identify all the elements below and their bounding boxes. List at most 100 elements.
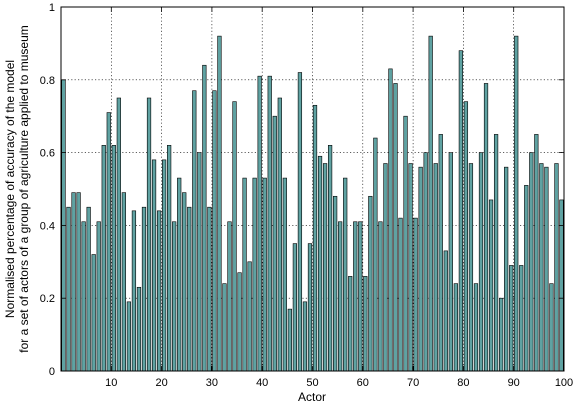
bar	[167, 145, 172, 372]
bar	[257, 75, 262, 372]
bar	[141, 206, 147, 372]
bar	[247, 261, 252, 372]
bar	[227, 221, 232, 372]
bar	[287, 308, 292, 372]
bar	[539, 163, 544, 372]
bar	[428, 35, 433, 372]
bar	[302, 301, 308, 372]
bar	[453, 283, 458, 372]
bar	[162, 159, 167, 372]
bar	[348, 276, 353, 372]
bar	[237, 272, 242, 372]
bar	[116, 97, 121, 372]
bar	[549, 283, 554, 372]
x-tick-label: 90	[508, 377, 520, 389]
bar	[463, 101, 469, 372]
x-tick-label: 10	[105, 377, 117, 389]
bar	[146, 97, 152, 372]
bar	[327, 145, 333, 372]
bar	[282, 177, 287, 372]
bar	[519, 265, 524, 372]
bar	[458, 50, 463, 372]
bar	[388, 68, 393, 372]
bar	[71, 192, 76, 372]
bar	[378, 221, 383, 372]
bar	[343, 177, 348, 372]
bar	[524, 185, 529, 372]
bar	[509, 265, 514, 372]
bar	[338, 221, 343, 372]
bar	[473, 283, 479, 372]
bar	[172, 221, 177, 372]
bar	[368, 195, 373, 372]
bar	[111, 145, 116, 372]
bar	[312, 104, 318, 372]
y-tick-label: 0.2	[40, 293, 55, 305]
bar	[493, 134, 499, 372]
bar	[418, 166, 423, 372]
bar	[207, 206, 212, 372]
x-tick-label: 50	[306, 377, 318, 389]
bar	[277, 97, 282, 372]
bar	[317, 155, 323, 372]
bar	[383, 163, 388, 372]
bar	[403, 115, 408, 372]
bar	[197, 152, 202, 372]
y-tick-label: 1	[49, 2, 55, 14]
bar	[504, 166, 509, 372]
axis-ticks	[61, 6, 565, 372]
bar	[483, 83, 489, 372]
x-axis-label: Actor	[298, 390, 326, 404]
bar	[488, 199, 494, 372]
y-tick-labels: 0 0.2 0.4 0.6 0.8 1	[40, 2, 55, 378]
x-tick-labels: 10 20 30 40 50 60 70 80 90 100	[105, 377, 573, 389]
y-axis-label-line1: Normalised percentage of accuracy of the…	[3, 60, 17, 318]
bar	[267, 75, 272, 372]
x-tick-label: 60	[357, 377, 369, 389]
bar	[423, 152, 428, 372]
bar	[252, 177, 257, 372]
bar	[322, 163, 328, 372]
bar	[468, 163, 474, 372]
bar	[151, 159, 157, 372]
bar	[126, 301, 132, 372]
x-tick-label: 20	[155, 377, 167, 389]
bar	[202, 64, 207, 372]
bar	[292, 243, 297, 372]
bar	[534, 134, 539, 372]
bar	[131, 210, 137, 372]
bar	[192, 90, 197, 372]
bar	[393, 83, 398, 372]
bar	[433, 163, 438, 372]
bar	[86, 206, 91, 372]
bar	[413, 217, 418, 372]
bar	[136, 286, 142, 372]
bar	[81, 221, 86, 372]
x-tick-label: 100	[555, 377, 573, 389]
bar	[398, 217, 403, 372]
bar	[91, 254, 96, 372]
bar	[478, 152, 484, 372]
x-tick-label: 80	[457, 377, 469, 389]
bar	[272, 115, 277, 372]
y-axis-label-line2: for a set of actors of a group of agricu…	[17, 25, 31, 353]
bar	[438, 134, 443, 372]
bar	[96, 221, 101, 372]
bar	[499, 297, 504, 372]
bar	[514, 35, 519, 372]
y-tick-label: 0.4	[40, 220, 55, 232]
bar	[333, 195, 338, 372]
bar	[217, 35, 222, 372]
bar	[76, 192, 81, 372]
bar	[66, 206, 71, 372]
bars	[61, 35, 564, 372]
bar	[544, 166, 549, 372]
bar	[222, 283, 227, 372]
bar	[262, 177, 267, 372]
bar	[156, 210, 162, 372]
y-tick-label: 0.8	[40, 75, 55, 87]
bar	[187, 206, 192, 372]
y-tick-label: 0	[49, 366, 55, 378]
y-tick-label: 0.6	[40, 148, 55, 160]
